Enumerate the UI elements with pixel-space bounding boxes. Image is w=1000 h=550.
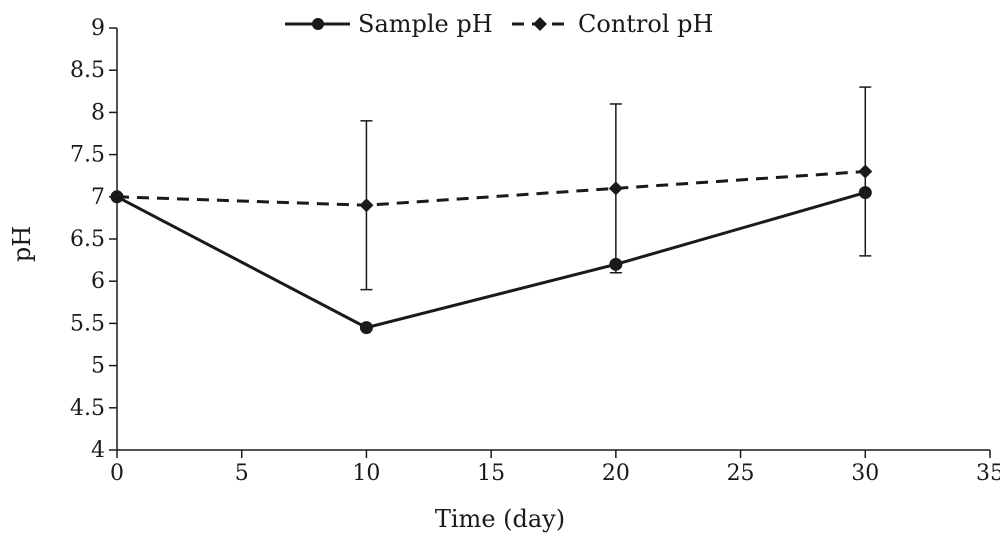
x-tick-label: 35 xyxy=(976,461,1000,486)
x-tick-label: 5 xyxy=(235,461,249,486)
x-tick-label: 30 xyxy=(851,461,879,486)
legend-label-sample-ph: Sample pH xyxy=(358,10,493,38)
y-tick-label: 5.5 xyxy=(70,311,105,336)
x-tick-label: 10 xyxy=(352,461,380,486)
x-tick-label: 15 xyxy=(477,461,505,486)
data-point-control-ph xyxy=(359,198,374,213)
y-tick-label: 7 xyxy=(91,185,105,210)
data-point-sample-ph xyxy=(609,257,623,271)
x-tick-label: 25 xyxy=(727,461,755,486)
y-tick-label: 9 xyxy=(91,16,105,41)
series-lines xyxy=(116,169,866,330)
series-line-control-ph xyxy=(116,169,866,207)
y-tick-label: 7.5 xyxy=(70,143,105,168)
y-tick-label: 4.5 xyxy=(70,396,105,421)
legend-marker-sample-ph xyxy=(312,18,324,30)
y-tick-label: 6 xyxy=(91,269,105,294)
x-axis-title: Time (day) xyxy=(435,505,565,533)
y-tick-label: 6.5 xyxy=(70,227,105,252)
data-point-control-ph xyxy=(858,164,873,179)
legend: Sample pH Control pH xyxy=(285,10,713,38)
x-tick-label: 0 xyxy=(110,461,124,486)
data-point-sample-ph xyxy=(359,321,373,335)
y-tick-label: 4 xyxy=(91,438,105,463)
data-point-control-ph xyxy=(608,181,623,196)
series-line-sample-ph xyxy=(116,191,866,330)
y-tick-label: 8 xyxy=(91,100,105,125)
y-tick-label: 8.5 xyxy=(70,58,105,83)
data-point-control-ph xyxy=(110,189,124,204)
y-axis-title: pH xyxy=(8,226,36,262)
x-tick-label: 20 xyxy=(602,461,630,486)
x-ticks: 0 5 10 15 20 25 30 35 xyxy=(110,450,1000,486)
legend-marker-control-ph xyxy=(533,17,547,31)
series-markers xyxy=(110,164,873,335)
legend-label-control-ph: Control pH xyxy=(578,10,713,38)
y-ticks: 4 4.5 5 5.5 6 6.5 7 7.5 8 8.5 9 xyxy=(70,16,117,463)
data-point-sample-ph xyxy=(858,186,872,200)
axes xyxy=(116,28,990,451)
y-tick-label: 5 xyxy=(91,354,105,379)
